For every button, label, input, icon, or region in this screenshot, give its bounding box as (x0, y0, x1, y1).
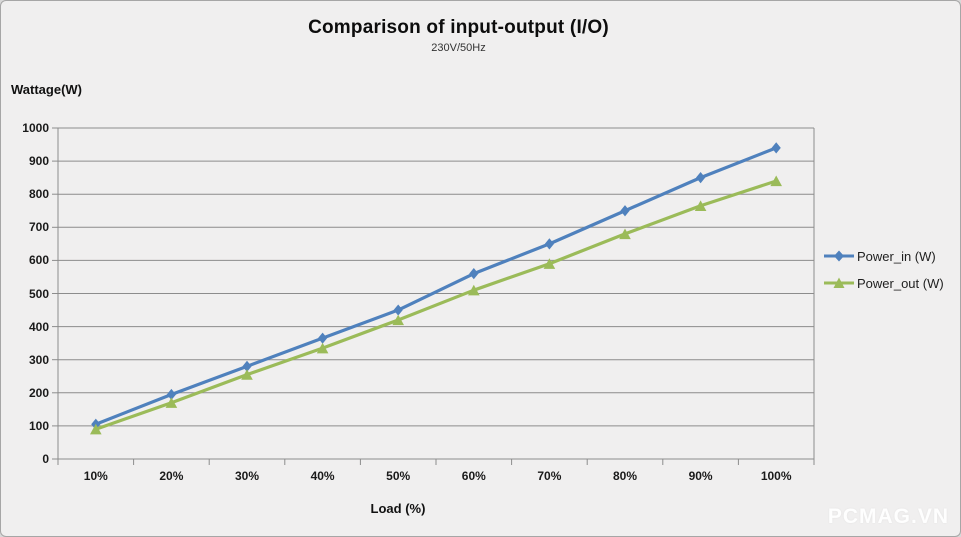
y-tick-label: 500 (28, 286, 49, 301)
y-tick-label: 200 (28, 385, 49, 400)
legend-label-power-in: Power_in (W) (857, 248, 936, 264)
x-tick-label: 90% (688, 469, 713, 483)
y-tick-label: 300 (28, 352, 49, 367)
diamond-marker (696, 172, 706, 184)
diamond-marker (544, 238, 554, 250)
diamond-marker (469, 268, 479, 280)
x-tick-label: 100% (760, 469, 792, 483)
diamond-marker (242, 360, 252, 372)
triangle-marker (619, 228, 631, 240)
legend-item-power-in: Power_in (W) (823, 245, 944, 267)
power-out-line-marker-icon (824, 277, 854, 288)
x-tick-label: 10% (83, 469, 108, 483)
y-tick-label: 100 (28, 418, 49, 433)
triangle-marker (543, 258, 556, 269)
x-axis-title: Load (%) (370, 501, 426, 516)
axes (52, 127, 815, 465)
chart-title: Comparison of input-output (I/O) (308, 17, 609, 38)
y-tick-label: 1000 (22, 121, 49, 135)
legend-label-power-out: Power_out (W) (857, 275, 944, 291)
x-tick-label: 20% (159, 469, 184, 483)
y-tick-label: 700 (28, 220, 49, 235)
y-axis-title: Wattage(W) (11, 82, 83, 97)
y-tick-label: 900 (28, 154, 49, 169)
triangle-marker (468, 284, 480, 296)
series-power-out-w (90, 175, 782, 435)
chart-subtitle: 230V/50Hz (431, 42, 486, 54)
triangle-marker (165, 397, 178, 408)
x-tick-label: 70% (537, 469, 562, 483)
x-tick-label: 50% (386, 469, 411, 483)
legend-item-power-out: Power_out (W) (823, 272, 944, 294)
watermark: PCMAG.VN (827, 505, 949, 528)
y-tick-label: 800 (28, 187, 49, 202)
diamond-marker (393, 304, 403, 316)
x-tick-label: 60% (461, 469, 486, 483)
diamond-marker (318, 332, 328, 344)
x-tick-label: 30% (234, 469, 260, 483)
triangle-marker (770, 175, 782, 187)
series-power-in-w (91, 142, 781, 430)
diamond-marker (166, 388, 176, 401)
grid-lines (58, 127, 814, 427)
triangle-marker (392, 314, 404, 326)
diamond-marker (620, 205, 630, 217)
triangle-marker (694, 200, 707, 211)
diamond-marker (771, 142, 781, 154)
x-tick-label: 40% (310, 469, 335, 483)
y-tick-label: 400 (28, 319, 49, 334)
triangle-marker (90, 423, 102, 435)
y-tick-label: 600 (28, 253, 49, 268)
y-tick-label: 0 (42, 452, 49, 466)
legend: Power_in (W) Power_out (W) (823, 245, 944, 299)
power-in-line-marker-icon (824, 250, 854, 262)
triangle-marker (316, 342, 329, 354)
x-tick-label: 80% (612, 469, 638, 483)
triangle-marker (241, 369, 253, 380)
